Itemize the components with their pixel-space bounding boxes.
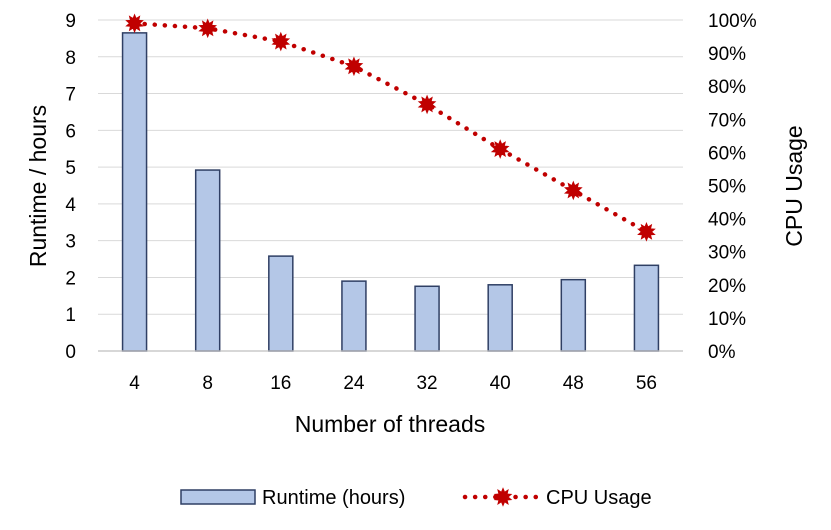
series-point: [125, 13, 144, 34]
x-axis-title: Number of threads: [295, 411, 485, 437]
x-tick-label: 16: [270, 373, 291, 394]
y-axis-ticks: 0 1 2 3 4 5 6 7 8 9: [65, 11, 76, 363]
series-point: [198, 18, 218, 39]
series-point: [563, 180, 583, 201]
series-line: [132, 21, 649, 235]
y-tick-label: 3: [65, 232, 76, 253]
cpu-usage-series: [125, 13, 656, 242]
y2-tick-label: 30%: [708, 243, 746, 264]
series-point: [637, 222, 656, 242]
bar: [560, 278, 587, 352]
y2-axis-title: CPU Usage: [781, 125, 807, 246]
x-tick-label: 24: [343, 373, 365, 394]
bar: [414, 285, 440, 352]
legend-label-cpu-usage: CPU Usage: [546, 487, 652, 509]
y-tick-label: 5: [65, 158, 76, 179]
y2-tick-label: 80%: [708, 77, 746, 98]
y-tick-label: 6: [65, 121, 76, 142]
x-tick-label: 40: [490, 373, 511, 394]
bar: [341, 280, 367, 352]
y-tick-label: 0: [65, 342, 76, 363]
y2-tick-label: 100%: [708, 11, 757, 32]
runtime-bars: [121, 32, 660, 352]
legend-label-runtime: Runtime (hours): [262, 487, 405, 509]
bar: [268, 255, 294, 352]
y-tick-label: 2: [65, 268, 76, 289]
x-tick-label: 8: [202, 373, 213, 394]
y2-tick-label: 50%: [708, 177, 746, 198]
y2-tick-label: 20%: [708, 276, 746, 297]
y2-tick-label: 10%: [708, 309, 746, 330]
gridlines: [98, 19, 683, 315]
y-tick-label: 9: [65, 11, 76, 32]
series-point: [490, 139, 510, 159]
legend-swatch-runtime: [180, 489, 256, 505]
y2-tick-label: 70%: [708, 110, 746, 131]
x-tick-label: 32: [416, 373, 437, 394]
y2-tick-label: 0%: [708, 342, 736, 363]
legend: Runtime (hours) CPU Usage: [180, 487, 652, 509]
legend-marker-cpu-usage: [493, 487, 513, 507]
y2-tick-label: 60%: [708, 143, 746, 164]
bar: [487, 284, 513, 352]
series-point: [417, 94, 437, 115]
y-tick-label: 8: [65, 48, 76, 69]
x-tick-label: 56: [636, 373, 657, 394]
x-tick-label: 48: [563, 373, 584, 394]
y2-tick-label: 40%: [708, 210, 746, 231]
y-axis-title: Runtime / hours: [25, 105, 51, 267]
bar: [194, 169, 221, 352]
y-tick-label: 7: [65, 85, 76, 106]
series-point: [344, 56, 364, 77]
y2-axis-ticks: 0% 10% 20% 30% 40% 50% 60% 70% 80% 90% 100%: [708, 11, 757, 363]
series-point: [271, 31, 291, 52]
y-tick-label: 4: [65, 195, 76, 216]
bar: [121, 32, 148, 352]
x-axis-ticks: 4 8 16 24 32 40 48 56: [129, 373, 657, 394]
x-tick-label: 4: [129, 373, 140, 394]
y-tick-label: 1: [65, 305, 76, 326]
bar: [633, 264, 660, 352]
y2-tick-label: 90%: [708, 44, 746, 65]
